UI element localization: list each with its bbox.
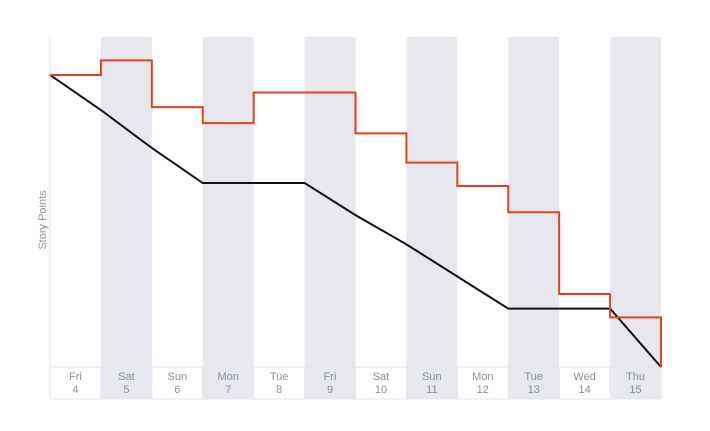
- label-cell: [609, 366, 662, 400]
- x-tick-label: Wed: [573, 371, 595, 383]
- y-axis-label: Story Points: [37, 190, 49, 250]
- x-tick-label: 7: [225, 384, 231, 396]
- background: [49, 37, 662, 400]
- x-tick-label: Sun: [168, 371, 188, 383]
- x-tick-label: Fri: [324, 371, 337, 383]
- x-tick-label: Sat: [118, 371, 135, 383]
- shaded-column: [610, 37, 661, 399]
- shaded-column: [304, 37, 356, 399]
- x-tick-label: 15: [629, 384, 641, 396]
- x-tick-label: 10: [375, 384, 387, 396]
- x-tick-label: Fri: [69, 371, 82, 383]
- x-tick-label: 9: [327, 384, 333, 396]
- x-tick-label: 6: [174, 384, 180, 396]
- x-tick-label: Mon: [218, 371, 239, 383]
- x-tick-label: 12: [477, 384, 489, 396]
- shaded-column: [406, 37, 458, 399]
- shaded-column: [508, 37, 560, 399]
- x-tick-label: 13: [528, 384, 540, 396]
- x-tick-label: 8: [276, 384, 282, 396]
- x-tick-label: Tue: [270, 371, 289, 383]
- x-tick-label: 5: [123, 384, 129, 396]
- shaded-column: [202, 37, 254, 399]
- x-tick-label: 14: [579, 384, 591, 396]
- x-tick-label: 11: [426, 384, 437, 396]
- x-tick-label: Sun: [422, 371, 442, 383]
- series-line: [50, 59, 662, 367]
- series-line: [49, 74, 662, 368]
- x-tick-label: Mon: [472, 371, 493, 383]
- x-tick-label: Thu: [626, 371, 645, 383]
- x-tick-label: Tue: [524, 371, 543, 383]
- x-tick-label: Sat: [373, 371, 390, 383]
- shaded-column: [100, 37, 152, 399]
- x-tick-label: 4: [72, 384, 78, 396]
